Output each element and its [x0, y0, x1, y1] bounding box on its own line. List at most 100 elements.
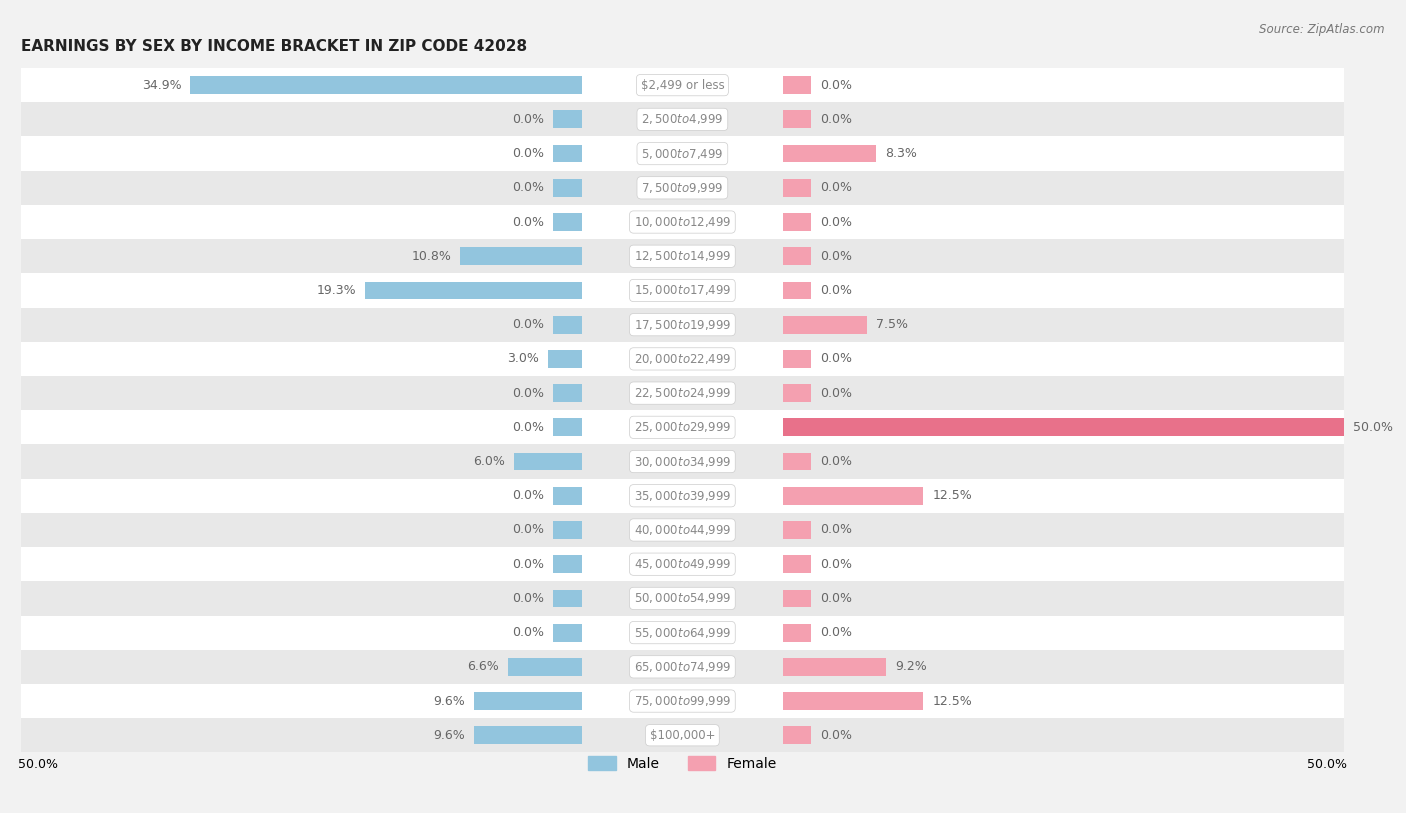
Bar [783, 385, 811, 402]
Bar [21, 479, 1344, 513]
Bar [21, 273, 1344, 307]
Text: 0.0%: 0.0% [513, 558, 544, 571]
Bar [783, 315, 868, 333]
Bar [783, 453, 811, 471]
Text: $22,500 to $24,999: $22,500 to $24,999 [634, 386, 731, 400]
Bar [783, 487, 924, 505]
Text: 12.5%: 12.5% [932, 694, 972, 707]
Legend: Male, Female: Male, Female [582, 750, 782, 776]
Text: 7.5%: 7.5% [876, 318, 908, 331]
Text: $10,000 to $12,499: $10,000 to $12,499 [634, 215, 731, 229]
Text: $15,000 to $17,499: $15,000 to $17,499 [634, 284, 731, 298]
Text: 0.0%: 0.0% [820, 626, 852, 639]
Bar [508, 658, 582, 676]
Text: 9.6%: 9.6% [433, 728, 465, 741]
Text: 0.0%: 0.0% [820, 524, 852, 537]
Bar [21, 307, 1344, 341]
Bar [474, 726, 582, 744]
Text: 0.0%: 0.0% [820, 113, 852, 126]
Text: 12.5%: 12.5% [932, 489, 972, 502]
Bar [21, 376, 1344, 411]
Bar [554, 145, 582, 163]
Text: 0.0%: 0.0% [513, 626, 544, 639]
Text: 0.0%: 0.0% [820, 455, 852, 468]
Text: 0.0%: 0.0% [513, 421, 544, 434]
Bar [554, 521, 582, 539]
Text: 3.0%: 3.0% [508, 352, 538, 365]
Bar [783, 281, 811, 299]
Bar [554, 315, 582, 333]
Text: 0.0%: 0.0% [820, 592, 852, 605]
Bar [21, 171, 1344, 205]
Text: 0.0%: 0.0% [820, 352, 852, 365]
Text: 0.0%: 0.0% [513, 387, 544, 400]
Text: $17,500 to $19,999: $17,500 to $19,999 [634, 318, 731, 332]
Bar [21, 513, 1344, 547]
Bar [366, 281, 582, 299]
Bar [783, 589, 811, 607]
Text: Source: ZipAtlas.com: Source: ZipAtlas.com [1260, 23, 1385, 36]
Text: $12,500 to $14,999: $12,500 to $14,999 [634, 250, 731, 263]
Text: $55,000 to $64,999: $55,000 to $64,999 [634, 626, 731, 640]
Text: 0.0%: 0.0% [513, 113, 544, 126]
Text: 0.0%: 0.0% [513, 489, 544, 502]
Bar [21, 581, 1344, 615]
Bar [21, 205, 1344, 239]
Text: 0.0%: 0.0% [513, 181, 544, 194]
Bar [554, 111, 582, 128]
Text: $2,499 or less: $2,499 or less [641, 79, 724, 92]
Text: 0.0%: 0.0% [820, 79, 852, 92]
Text: 0.0%: 0.0% [820, 250, 852, 263]
Text: $30,000 to $34,999: $30,000 to $34,999 [634, 454, 731, 468]
Text: $50,000 to $54,999: $50,000 to $54,999 [634, 591, 731, 606]
Bar [783, 419, 1344, 437]
Text: 6.6%: 6.6% [467, 660, 499, 673]
Bar [554, 179, 582, 197]
Text: 0.0%: 0.0% [513, 147, 544, 160]
Text: 0.0%: 0.0% [820, 181, 852, 194]
Bar [21, 239, 1344, 273]
Bar [515, 453, 582, 471]
Bar [783, 76, 811, 94]
Bar [21, 684, 1344, 718]
Bar [190, 76, 582, 94]
Bar [783, 213, 811, 231]
Text: $2,500 to $4,999: $2,500 to $4,999 [641, 112, 724, 126]
Bar [783, 521, 811, 539]
Bar [21, 137, 1344, 171]
Text: $40,000 to $44,999: $40,000 to $44,999 [634, 523, 731, 537]
Bar [783, 624, 811, 641]
Text: $25,000 to $29,999: $25,000 to $29,999 [634, 420, 731, 434]
Text: $20,000 to $22,499: $20,000 to $22,499 [634, 352, 731, 366]
Text: 34.9%: 34.9% [142, 79, 181, 92]
Text: 6.0%: 6.0% [474, 455, 505, 468]
Text: 10.8%: 10.8% [412, 250, 451, 263]
Text: 0.0%: 0.0% [513, 215, 544, 228]
Bar [554, 624, 582, 641]
Bar [21, 102, 1344, 137]
Bar [783, 145, 876, 163]
Bar [21, 341, 1344, 376]
Text: 0.0%: 0.0% [820, 387, 852, 400]
Text: 9.6%: 9.6% [433, 694, 465, 707]
Text: 0.0%: 0.0% [820, 558, 852, 571]
Bar [554, 487, 582, 505]
Text: 9.2%: 9.2% [896, 660, 927, 673]
Text: $65,000 to $74,999: $65,000 to $74,999 [634, 660, 731, 674]
Bar [21, 411, 1344, 445]
Bar [21, 650, 1344, 684]
Text: $45,000 to $49,999: $45,000 to $49,999 [634, 557, 731, 572]
Text: $7,500 to $9,999: $7,500 to $9,999 [641, 180, 724, 195]
Bar [554, 385, 582, 402]
Bar [548, 350, 582, 367]
Bar [21, 547, 1344, 581]
Text: EARNINGS BY SEX BY INCOME BRACKET IN ZIP CODE 42028: EARNINGS BY SEX BY INCOME BRACKET IN ZIP… [21, 39, 527, 54]
Text: 50.0%: 50.0% [1353, 421, 1392, 434]
Bar [783, 179, 811, 197]
Bar [554, 213, 582, 231]
Bar [461, 247, 582, 265]
Bar [474, 692, 582, 710]
Text: 0.0%: 0.0% [820, 215, 852, 228]
Text: 8.3%: 8.3% [886, 147, 917, 160]
Bar [783, 111, 811, 128]
